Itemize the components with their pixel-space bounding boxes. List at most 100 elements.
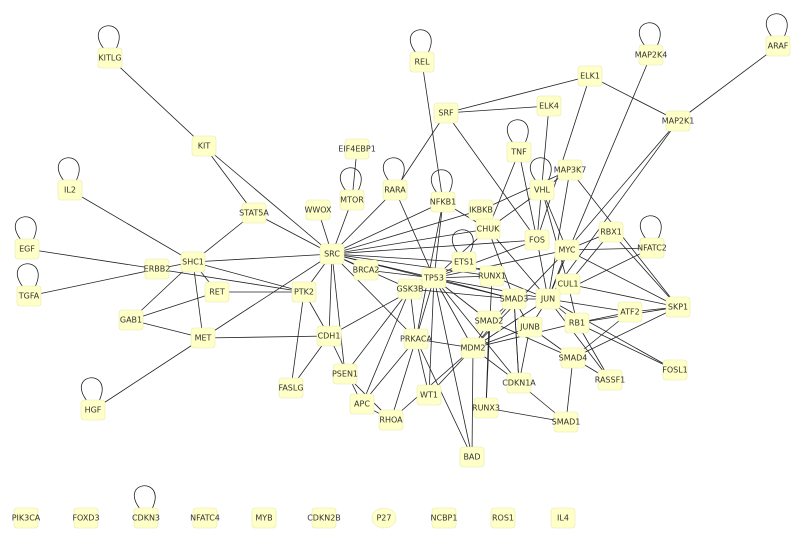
node-shape: [382, 179, 408, 201]
node-shape: [476, 310, 502, 332]
node-shape: [560, 347, 586, 369]
node-label: HGF: [85, 406, 102, 415]
edge: [565, 357, 574, 423]
node-label: JUNB: [519, 323, 540, 332]
edge: [109, 57, 205, 147]
node: NFATC4: [190, 507, 220, 529]
node-label: TGFA: [18, 292, 40, 301]
node-label: MAP2K1: [662, 117, 695, 126]
edge: [567, 283, 679, 308]
node-label: MAP3K7: [554, 166, 587, 175]
node-shape: [460, 337, 486, 359]
edge: [331, 201, 444, 255]
node-label: CDH1: [318, 332, 341, 341]
edge: [390, 338, 417, 421]
node-label: BAD: [463, 453, 480, 462]
edge: [480, 169, 571, 211]
node-label: IKBKB: [469, 206, 493, 215]
node-label: CDKN3: [132, 514, 160, 523]
node: PSEN1: [332, 363, 358, 385]
edge: [485, 407, 567, 423]
node-shape: [180, 251, 206, 273]
node: ELK4: [536, 95, 562, 117]
edge: [566, 120, 679, 251]
edge: [344, 288, 411, 375]
edge: [518, 151, 538, 241]
node: CDKN3: [132, 507, 160, 529]
node-shape: [416, 384, 442, 406]
node: P27: [371, 507, 397, 529]
node-label: CDKN1A: [502, 379, 536, 388]
edges: [14, 13, 788, 510]
node-label: RHOA: [379, 416, 403, 425]
node-label: NFKB1: [430, 198, 456, 207]
node-shape: [316, 325, 342, 347]
node-shape: [506, 141, 532, 163]
edge: [541, 189, 569, 285]
node-shape: [550, 507, 576, 529]
node-label: RBX1: [600, 228, 622, 237]
node-label: SKP1: [668, 303, 688, 312]
node-shape: [73, 507, 99, 529]
node: JUN: [535, 288, 561, 310]
node: IL2: [57, 179, 83, 201]
node: PIK3CA: [12, 507, 41, 529]
node-shape: [409, 51, 435, 73]
edge: [536, 75, 591, 241]
edge: [331, 228, 489, 255]
node-shape: [133, 507, 159, 529]
node: MDM2: [460, 337, 486, 359]
node-label: RUNX1: [478, 272, 506, 281]
edge: [433, 201, 444, 279]
node: VHL: [529, 179, 555, 201]
edge: [433, 249, 568, 279]
node-shape: [506, 372, 532, 394]
node-label: ERBB2: [144, 265, 171, 274]
node-shape: [765, 35, 791, 57]
edge: [547, 120, 679, 300]
node-label: CUL1: [558, 280, 579, 289]
edge: [361, 288, 411, 405]
node-label: SHC1: [182, 258, 204, 267]
self-loop: [430, 169, 453, 194]
edge: [28, 268, 158, 297]
edge: [331, 239, 538, 255]
node-shape: [97, 47, 123, 69]
node: SMAD4: [559, 347, 588, 369]
edge: [445, 112, 538, 241]
edge: [331, 253, 493, 277]
edge: [394, 112, 447, 191]
node-label: SMAD2: [475, 317, 504, 326]
node-label: SMAD4: [559, 354, 588, 363]
node-label: IL2: [64, 186, 76, 195]
node-shape: [459, 446, 485, 468]
edge: [513, 298, 520, 384]
node-label: PIK3CA: [12, 514, 41, 523]
node-label: P27: [376, 514, 391, 523]
edge: [566, 249, 679, 308]
node: CDH1: [316, 325, 342, 347]
node: EGF: [14, 238, 40, 260]
node: RUNX3: [472, 397, 500, 419]
self-loop: [765, 13, 788, 38]
node-label: JUN: [540, 295, 555, 304]
node-label: MYC: [559, 246, 576, 255]
edge: [130, 291, 218, 321]
node: SMAD1: [552, 411, 580, 433]
node-label: CHUK: [477, 225, 500, 234]
node-shape: [349, 393, 375, 415]
node-shape: [353, 259, 379, 281]
self-loop: [133, 485, 156, 510]
node-label: ATF2: [620, 308, 639, 317]
node: SHC1: [180, 251, 206, 273]
self-loop: [16, 263, 39, 288]
edge: [428, 277, 435, 396]
node-shape: [118, 309, 144, 331]
edge: [566, 247, 653, 251]
edge: [69, 189, 194, 263]
self-loop: [339, 167, 362, 192]
edge: [92, 337, 204, 411]
node: SRF: [433, 102, 459, 124]
node: WT1: [416, 384, 442, 406]
